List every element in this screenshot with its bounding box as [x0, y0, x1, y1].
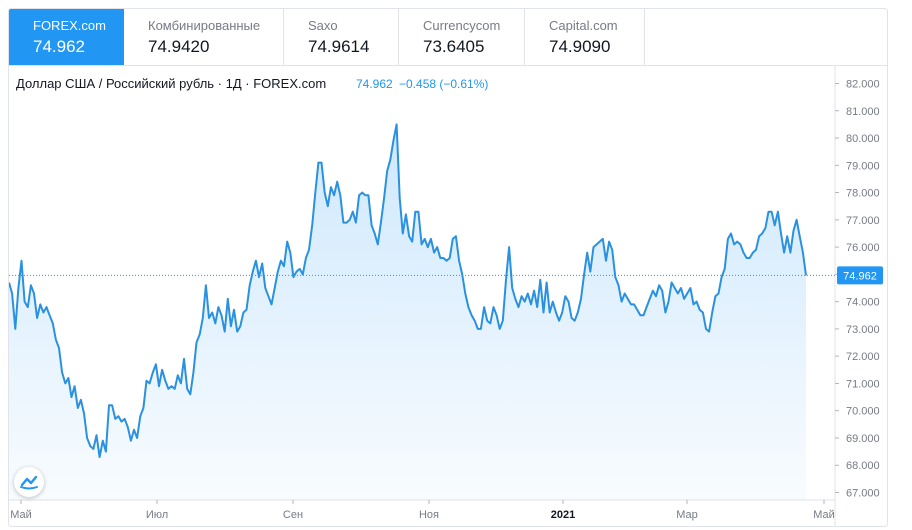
line-layer: [9, 123, 807, 459]
last-price-marker: 74.962: [9, 266, 883, 285]
y-tick-label: 79.000: [846, 160, 880, 172]
legend-change: −0.458 (−0.61%): [399, 77, 488, 91]
chart-area[interactable]: 82.000 81.000 80.000 79.000 78.000 77.000 76.0…: [9, 66, 888, 527]
y-tick-label: 70.000: [846, 406, 880, 418]
x-tick-label: Ноя: [419, 509, 439, 521]
tab-value: 73.6405: [423, 37, 485, 56]
last-price-label: 74.962: [843, 270, 877, 282]
time-axis[interactable]: Май Июл Сен Ноя 2021 Мар Май: [10, 500, 835, 521]
y-tick-label: 68.000: [846, 460, 880, 472]
tab-name: Currencycom: [423, 18, 501, 33]
x-tick-label: Июл: [146, 509, 168, 521]
tab-name: Saxo: [308, 18, 338, 33]
y-tick-label: 82.000: [846, 79, 880, 91]
legend-price: 74.962: [356, 77, 393, 91]
tab-currencycom[interactable]: Currencycom 73.6405: [399, 9, 525, 65]
y-tick-label: 78.000: [846, 188, 880, 200]
last-price-badge: [837, 266, 883, 285]
tab-forex-com[interactable]: FOREX.com 74.962: [9, 9, 124, 65]
x-tick-label: Сен: [283, 509, 303, 521]
price-chart[interactable]: 82.000 81.000 80.000 79.000 78.000 77.000 76.0…: [9, 66, 888, 527]
chart-widget: FOREX.com 74.962 Комбинированные 74.9420…: [8, 8, 888, 527]
tab-value: 74.9420: [148, 37, 210, 56]
tab-name: Комбинированные: [148, 18, 261, 33]
tab-value: 74.962: [33, 37, 85, 56]
y-tick-label: 73.000: [846, 324, 880, 336]
series-area: [9, 124, 806, 501]
y-tick-label: 67.000: [846, 488, 880, 500]
x-tick-label: Май: [813, 509, 835, 521]
y-tick-label: 81.000: [846, 106, 880, 118]
tab-capital-com[interactable]: Capital.com 74.9090: [525, 9, 645, 65]
y-tick-label: 76.000: [846, 242, 880, 254]
tab-value: 74.9614: [308, 37, 370, 56]
tab-combined[interactable]: Комбинированные 74.9420: [124, 9, 284, 65]
tradingview-logo-icon[interactable]: [14, 467, 44, 497]
y-tick-label: 77.000: [846, 215, 880, 227]
x-tick-label: Мар: [676, 509, 698, 521]
tab-name: Capital.com: [549, 18, 618, 33]
y-tick-label: 80.000: [846, 133, 880, 145]
y-tick-label: 72.000: [846, 351, 880, 363]
y-tick-label: 71.000: [846, 378, 880, 390]
price-axis[interactable]: 82.000 81.000 80.000 79.000 78.000 77.000 76.0…: [835, 79, 880, 500]
tab-value: 74.9090: [549, 37, 611, 56]
tab-name: FOREX.com: [33, 18, 106, 33]
chart-title: Доллар США / Российский рубль · 1Д · FOR…: [16, 76, 326, 91]
y-tick-label: 69.000: [846, 433, 880, 445]
x-tick-label: Май: [10, 509, 32, 521]
tab-saxo[interactable]: Saxo 74.9614: [284, 9, 399, 65]
x-tick-label: 2021: [551, 509, 575, 521]
y-tick-label: 74.000: [846, 297, 880, 309]
series-line: [9, 123, 807, 459]
source-tabs: FOREX.com 74.962 Комбинированные 74.9420…: [9, 9, 887, 66]
area-layer: [9, 124, 806, 501]
